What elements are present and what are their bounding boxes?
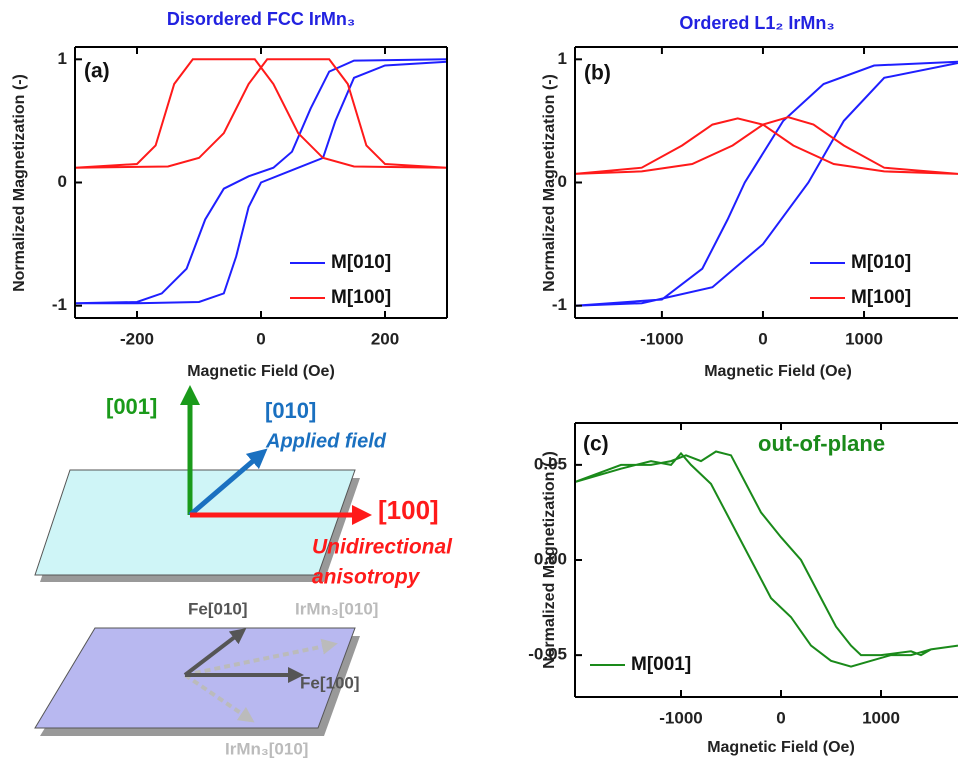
x-axis-label: Magnetic Field (Oe) [187,363,335,380]
chart-title: Disordered FCC IrMn₃ [167,9,355,29]
y-tick-label: 0.05 [534,454,567,473]
label: [001] [106,394,157,419]
label: Fe[010] [188,599,248,618]
irmn-plane [34,627,356,729]
x-tick-label: 1000 [845,329,883,348]
legend-label: M[100] [851,287,911,308]
x-tick-label: -1000 [659,708,702,727]
panel-label: (a) [84,60,110,83]
arrow-irmn [183,673,255,723]
y-tick-label: -1 [52,295,67,314]
y-tick-label: -0.05 [528,645,567,664]
chart: M[010] M[100] -200 0 200 -1 0 1 Disordered FCC I… [11,9,448,380]
label: Applied field [265,430,387,452]
y-axis-label: Normalized Magnetization (-) [11,74,28,292]
x-tick-label: -1000 [640,329,683,348]
curve [75,58,447,305]
arrow-010 [188,448,268,517]
label: IrMn₃[010] [295,599,378,618]
y-tick-label: 0.00 [534,549,567,568]
y-tick-label: 0 [58,172,67,191]
x-tick-label: 200 [371,329,399,348]
panel-label: (c) [583,433,609,456]
label: [010] [265,398,316,423]
curve [75,58,447,169]
x-tick-label: 0 [776,708,785,727]
x-axis-label: Magnetic Field (Oe) [704,363,852,380]
arrow-fe [183,628,247,677]
x-axis-label: Magnetic Field (Oe) [707,739,855,756]
legend-label: M[010] [331,252,391,273]
curve [575,116,958,175]
x-tick-label: 1000 [862,708,900,727]
chart: M[010] M[100] -1000 0 1000 -1 0 1 Ordered L1₂ Ir… [541,13,958,380]
x-tick-label: -200 [120,329,154,348]
label: IrMn₃[010] [225,739,308,758]
diagram: [001] [010] Applied field [100] Unidirec… [34,385,453,758]
label: Fe[100] [300,673,360,692]
y-tick-label: 1 [558,49,567,68]
x-tick-label: 0 [256,329,265,348]
y-axis-label: Normalized Magnetization (-) [541,451,558,669]
y-tick-label: -1 [552,295,567,314]
curve [575,450,958,668]
x-tick-label: 0 [758,329,767,348]
legend-label: M[001] [631,654,691,675]
arrow-irmn [184,638,338,677]
chart-title: Ordered L1₂ IrMn₃ [679,13,834,33]
y-axis-label: Normalized Magnetization (-) [541,74,558,292]
annotation: out-of-plane [758,431,885,456]
label: Unidirectional [312,536,453,559]
y-tick-label: 0 [558,172,567,191]
legend-label: M[010] [851,252,911,273]
label: anisotropy [312,566,421,589]
y-tick-label: 1 [58,49,67,68]
fe-plane [34,469,356,576]
panel-label: (b) [584,62,611,85]
legend-label: M[100] [331,287,391,308]
label: [100] [378,495,439,525]
curve [575,60,958,307]
chart: M[001] -1000 0 1000 0.05 0.00 -0.05 (c) Magnetic… [528,422,958,756]
